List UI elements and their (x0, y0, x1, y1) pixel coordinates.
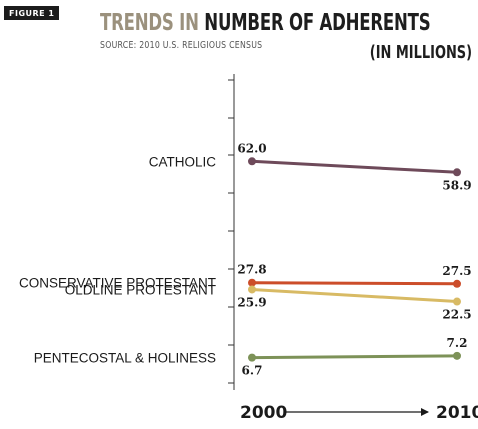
data-point-conservative-protestant-2010 (453, 279, 461, 288)
category-label-oldline-protestant: OLDLINE PROTESTANT (65, 282, 216, 297)
data-label-pentecostal-and-holiness-2010: 7.2 (447, 336, 468, 350)
category-label-pentecostal-and-holiness: PENTECOSTAL & HOLINESS (34, 351, 216, 366)
data-point-pentecostal-and-holiness-2010 (453, 351, 461, 360)
data-label-pentecostal-and-holiness-2000: 6.7 (242, 364, 263, 378)
data-point-catholic-2010 (453, 168, 461, 177)
data-point-oldline-protestant-2010 (453, 297, 461, 306)
title-part-2: NUMBER OF ADHERENTS (204, 10, 431, 36)
data-label-oldline-protestant-2000: 25.9 (237, 295, 266, 309)
y-axis-ticks (228, 79, 234, 384)
data-point-pentecostal-and-holiness-2000 (248, 353, 256, 362)
category-label-catholic: CATHOLIC (149, 154, 217, 169)
figure-label: FIGURE 1 (4, 6, 60, 20)
chart-subtitle: (IN MILLIONS) (369, 42, 472, 63)
category-label-conservative-protestant: CONSERVATIVE PROTESTANT (19, 276, 216, 291)
data-point-catholic-2000 (248, 157, 256, 166)
series-line-pentecostal-and-holiness (251, 354, 458, 360)
series-layer: 62.0 58.9 CATHOLIC 27.8 27.5 CONSERVATIVE PRO… (19, 141, 472, 377)
title-part-1: TRENDS IN (100, 10, 199, 36)
x-label-2010: 2010 (436, 403, 478, 423)
series-line-conservative-protestant (251, 281, 458, 286)
data-label-catholic-2010: 58.9 (442, 178, 471, 192)
data-label-conservative-protestant-2000: 27.8 (237, 263, 266, 277)
data-point-oldline-protestant-2000 (248, 285, 256, 294)
data-label-conservative-protestant-2010: 27.5 (442, 264, 471, 278)
data-label-oldline-protestant-2010: 22.5 (442, 308, 471, 322)
data-label-catholic-2000: 62.0 (237, 141, 266, 155)
source-note: SOURCE: 2010 U.S. RELIGIOUS CENSUS (100, 40, 263, 51)
x-label-2000: 2000 (240, 403, 287, 423)
series-line-oldline-protestant (251, 287, 458, 304)
chart-title: TRENDS IN NUMBER OF ADHERENTS (100, 10, 431, 36)
series-line-catholic (251, 159, 458, 174)
data-point-conservative-protestant-2000 (248, 278, 256, 287)
